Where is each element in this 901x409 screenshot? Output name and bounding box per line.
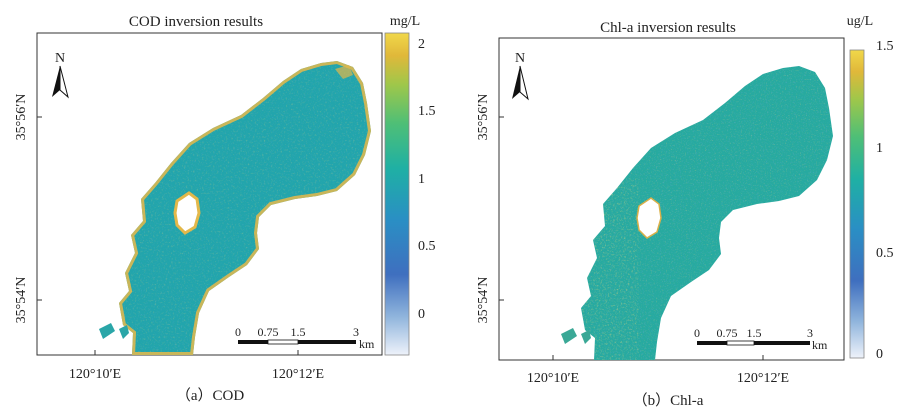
colorbar-tick: 1.5 bbox=[418, 104, 436, 119]
colorbar-tick: 0 bbox=[418, 307, 425, 322]
colorbar-ramp bbox=[849, 49, 865, 359]
colorbar-unit-chla: ug/L bbox=[847, 14, 873, 29]
panel-chla: Chl-a inversion results N 0 0.75 bbox=[476, 14, 894, 409]
colorbar-tick: 0 bbox=[876, 347, 883, 362]
colorbar-tick: 2 bbox=[418, 37, 425, 52]
panel-chla-title: Chl-a inversion results bbox=[600, 20, 736, 36]
panel-cod-title: COD inversion results bbox=[129, 14, 263, 30]
colorbar-tick: 0.5 bbox=[876, 246, 894, 261]
scalebar-tick: 3 bbox=[807, 326, 813, 340]
colorbar-tick: 1 bbox=[876, 141, 883, 156]
scalebar-tick: 0.75 bbox=[258, 325, 279, 339]
scalebar-tick: 0 bbox=[694, 326, 700, 340]
lat-label-cod: 35°54′N bbox=[14, 277, 29, 324]
panel-cod: COD inversion results N bbox=[14, 14, 436, 404]
scalebar-tick: 1.5 bbox=[747, 326, 762, 340]
panel-cod-caption: （a）COD bbox=[176, 387, 244, 404]
lat-label-chla: 35°56′N bbox=[476, 94, 491, 141]
scalebar-tick: 0 bbox=[235, 325, 241, 339]
scalebar-tick: 0.75 bbox=[717, 326, 738, 340]
north-arrow-cod: N bbox=[52, 51, 69, 99]
colorbar-cod: mg/L 2 1.5 1 0.5 0 bbox=[384, 14, 436, 356]
scalebar-tick: 1.5 bbox=[291, 325, 306, 339]
lon-label-cod: 120°10′E bbox=[69, 367, 121, 382]
north-arrow-chla: N bbox=[512, 51, 529, 101]
colorbar-tick: 1 bbox=[418, 172, 425, 187]
north-label-cod: N bbox=[55, 51, 65, 66]
north-arrow-icon bbox=[52, 66, 60, 97]
lon-label-chla: 120°12′E bbox=[737, 371, 789, 386]
scalebar-unit: km bbox=[812, 338, 828, 352]
scalebar-tick: 3 bbox=[353, 325, 359, 339]
colorbar-chla: ug/L 1.5 1 0.5 0 bbox=[847, 14, 894, 362]
lat-label-cod: 35°56′N bbox=[14, 94, 29, 141]
colorbar-unit-cod: mg/L bbox=[390, 14, 420, 29]
colorbar-tick: 1.5 bbox=[876, 39, 894, 54]
scalebar-unit: km bbox=[359, 337, 375, 351]
lon-label-cod: 120°12′E bbox=[272, 367, 324, 382]
colorbar-tick: 0.5 bbox=[418, 239, 436, 254]
scalebar-chla: 0 0.75 1.5 3 km bbox=[694, 326, 828, 352]
panel-chla-caption: （b）Chl-a bbox=[633, 392, 704, 409]
lat-label-chla: 35°54′N bbox=[476, 277, 491, 324]
lon-label-chla: 120°10′E bbox=[527, 371, 579, 386]
colorbar-ramp bbox=[384, 32, 410, 356]
north-label-chla: N bbox=[515, 51, 525, 66]
scalebar-cod: 0 0.75 1.5 3 km bbox=[235, 325, 375, 351]
north-arrow-icon bbox=[512, 66, 520, 99]
